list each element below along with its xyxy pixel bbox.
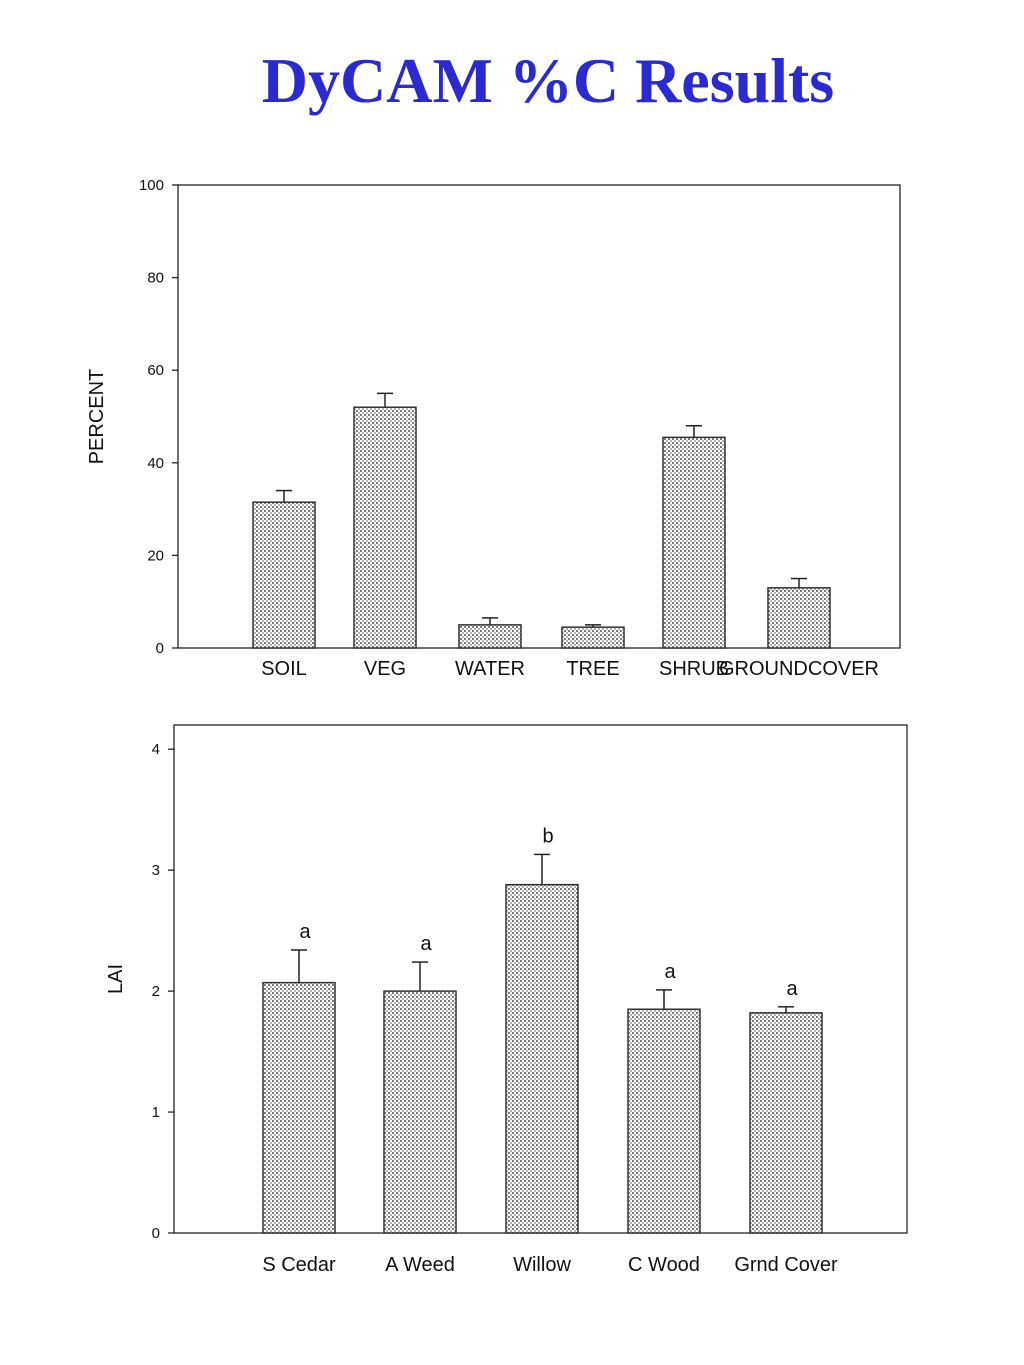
percent-category-label: VEG bbox=[364, 658, 406, 680]
percent-bar-groundcover bbox=[767, 587, 831, 649]
percent-bar-veg bbox=[353, 406, 417, 649]
lai-significance-letter: b bbox=[542, 825, 553, 847]
lai-bar-s-cedar bbox=[262, 981, 336, 1234]
percent-y-tick-label: 40 bbox=[147, 455, 164, 472]
lai-category-label: A Weed bbox=[385, 1254, 455, 1276]
percent-bar-tree bbox=[561, 626, 625, 649]
percent-y-tick-label: 20 bbox=[147, 547, 164, 564]
percent-category-label: TREE bbox=[566, 658, 619, 680]
lai-significance-letter: a bbox=[664, 961, 676, 983]
lai-y-tick-label: 2 bbox=[152, 983, 160, 1000]
lai-y-tick-label: 0 bbox=[152, 1225, 160, 1242]
percent-bar-chart: 0 20 40 60 80 100 PERCENT SOIL VEG WATER TREE SHRUB… bbox=[86, 177, 901, 680]
lai-y-axis-title: LAI bbox=[105, 964, 127, 994]
percent-bar-water bbox=[458, 624, 522, 649]
lai-bar-chart: 0 1 2 3 4 LAI S Cedar a A Weed a Willow b C Wood a Grn… bbox=[105, 724, 908, 1276]
slide-title: DyCAM %C Results bbox=[261, 45, 835, 116]
percent-y-tick-label: 80 bbox=[147, 270, 164, 287]
percent-bar-soil bbox=[252, 501, 316, 649]
percent-plot-frame bbox=[177, 184, 901, 649]
lai-category-label: Grnd Cover bbox=[734, 1254, 838, 1276]
percent-y-tick-label: 100 bbox=[139, 177, 164, 194]
percent-category-label: SHRUB bbox=[659, 658, 729, 680]
lai-y-tick-label: 3 bbox=[152, 862, 160, 879]
lai-category-label: Willow bbox=[513, 1254, 571, 1276]
lai-significance-letter: a bbox=[299, 921, 311, 943]
lai-category-label: C Wood bbox=[628, 1254, 700, 1276]
percent-category-label: SOIL bbox=[261, 658, 307, 680]
lai-category-label: S Cedar bbox=[262, 1254, 336, 1276]
lai-y-tick-label: 1 bbox=[152, 1104, 160, 1121]
percent-y-axis-title: PERCENT bbox=[86, 369, 108, 465]
percent-category-label: GROUNDCOVER bbox=[719, 658, 879, 680]
lai-bar-willow bbox=[505, 883, 579, 1234]
percent-y-tick-label: 60 bbox=[147, 362, 164, 379]
lai-bar-c-wood bbox=[627, 1008, 701, 1234]
lai-significance-letter: a bbox=[786, 978, 798, 1000]
lai-bar-a-weed bbox=[383, 990, 457, 1234]
percent-y-tick-label: 0 bbox=[156, 640, 164, 657]
percent-category-label: WATER bbox=[455, 658, 525, 680]
lai-y-tick-label: 4 bbox=[152, 741, 160, 758]
lai-bar-grnd-cover bbox=[749, 1012, 823, 1234]
percent-bar-shrub bbox=[662, 436, 726, 649]
lai-significance-letter: a bbox=[420, 933, 432, 955]
